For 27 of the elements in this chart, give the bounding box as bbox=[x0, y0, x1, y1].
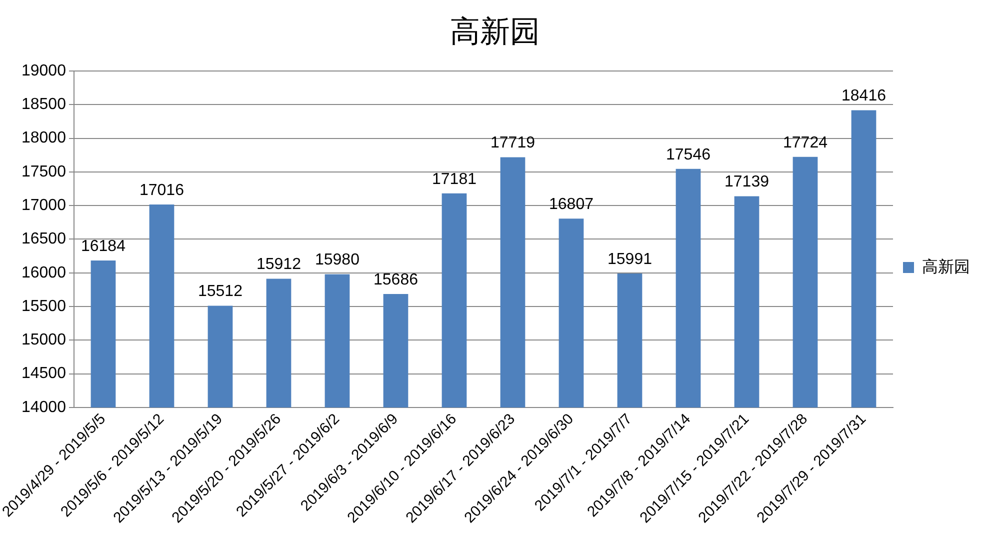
data-label: 17139 bbox=[724, 174, 770, 191]
legend-label: 高新园 bbox=[922, 258, 970, 276]
data-label: 18416 bbox=[842, 88, 886, 105]
y-tick-label: 14000 bbox=[21, 398, 66, 416]
y-tick-label: 15500 bbox=[21, 298, 66, 315]
y-tick-label: 19000 bbox=[21, 62, 66, 80]
y-tick-label: 15000 bbox=[21, 332, 66, 349]
y-tick-label: 16000 bbox=[21, 264, 66, 282]
y-tick-label: 17500 bbox=[21, 163, 66, 180]
data-label: 15991 bbox=[607, 250, 652, 268]
data-label: 15980 bbox=[314, 252, 360, 269]
data-label: 17016 bbox=[139, 182, 184, 199]
data-label: 17719 bbox=[490, 134, 536, 152]
data-label: 15912 bbox=[256, 256, 302, 274]
data-label: 16184 bbox=[80, 238, 126, 255]
data-label: 17546 bbox=[666, 146, 711, 164]
chart-title: 高新园 bbox=[450, 15, 540, 48]
data-label: 17724 bbox=[783, 134, 828, 152]
y-tick-label: 18000 bbox=[21, 130, 66, 147]
data-label: 16807 bbox=[548, 196, 594, 213]
y-tick-label: 17000 bbox=[21, 196, 66, 214]
y-tick-label: 16500 bbox=[21, 230, 66, 248]
y-tick-label: 14500 bbox=[21, 365, 66, 382]
y-tick-label: 18500 bbox=[21, 96, 66, 114]
data-label: 15512 bbox=[198, 283, 243, 300]
data-label: 17181 bbox=[432, 170, 477, 188]
data-label: 15686 bbox=[373, 271, 418, 288]
